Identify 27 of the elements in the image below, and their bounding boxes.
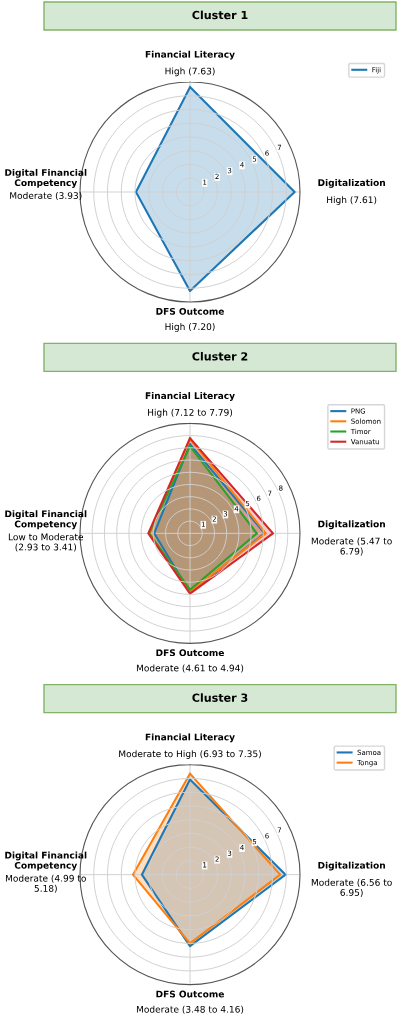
- text: High (7.12 to 7.79): [148, 408, 233, 418]
- text: High (7.61): [327, 196, 377, 205]
- spoke-label: Digital Financial Competency: [5, 851, 87, 871]
- text: High (7.63): [165, 67, 215, 77]
- spoke-label: Digitalization: [318, 861, 385, 871]
- chart-title: Cluster 2: [192, 351, 248, 361]
- spoke-label: Digitalization: [318, 179, 385, 188]
- spoke-label: Financial Literacy: [145, 392, 235, 401]
- text: Moderate (6.56 to 6.95): [311, 878, 392, 897]
- spoke-label: Financial Literacy: [145, 733, 235, 743]
- spoke-label: DFS Outcome: [156, 990, 224, 998]
- text: Moderate (3.48 to 4.16): [136, 1005, 244, 1014]
- spoke-label: Financial Literacy: [145, 50, 235, 60]
- spoke-label: Digitalization: [318, 520, 385, 530]
- chart-title: Cluster 1: [192, 10, 248, 20]
- text: Moderate (5.47 to 6.79): [311, 537, 392, 556]
- text: High (7.20): [165, 323, 215, 332]
- text: Moderate to High (6.93 to 7.35): [119, 750, 261, 759]
- spoke-label: Digital Financial Competency: [5, 510, 87, 530]
- spoke-label: DFS Outcome: [156, 649, 224, 657]
- spoke-label: Digital Financial Competency: [5, 168, 87, 188]
- text: Moderate (3.93): [10, 192, 82, 201]
- chart-title: Cluster 3: [192, 693, 248, 702]
- text: Moderate (4.99 to 5.18): [5, 874, 86, 893]
- text: Moderate (4.61 to 4.94): [136, 664, 244, 673]
- spoke-label: DFS Outcome: [156, 307, 224, 315]
- text: Low to Moderate (2.93 to 3.41): [8, 533, 84, 552]
